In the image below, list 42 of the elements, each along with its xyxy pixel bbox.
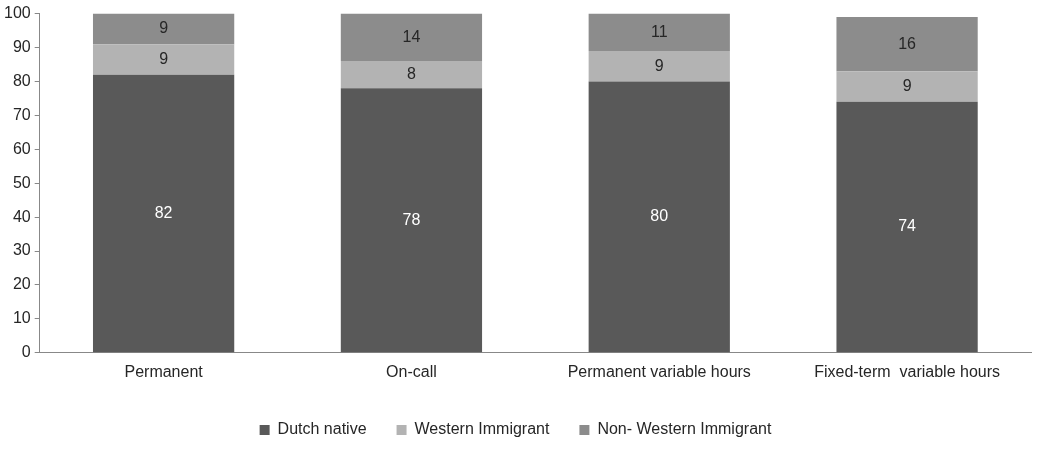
data-label: 9: [159, 19, 169, 37]
bar: [340, 88, 483, 353]
data-label: 82: [154, 203, 173, 221]
bar: [588, 13, 730, 51]
y-tick-label: 100: [3, 4, 31, 22]
y-tick-label: 50: [12, 173, 31, 191]
bar: [836, 71, 978, 102]
bar: [340, 13, 483, 62]
data-label: 16: [898, 34, 917, 52]
y-tick-label: 0: [21, 343, 31, 361]
bar: [92, 44, 235, 75]
y-tick-label: 90: [12, 37, 31, 55]
y-tick-label: 30: [12, 241, 31, 259]
bar: [588, 50, 730, 82]
legend-label: Western Immigrant: [414, 420, 550, 438]
x-tick-label: Permanent: [124, 362, 204, 380]
y-tick-label: 40: [12, 207, 31, 225]
y-tick-label: 10: [12, 309, 31, 327]
data-label: 14: [402, 27, 421, 45]
x-tick-label: Fixed-term variable hours: [814, 362, 1001, 380]
y-tick-label: 70: [12, 105, 31, 123]
bar: [92, 13, 235, 45]
data-label: 9: [902, 76, 912, 94]
y-tick-label: 20: [12, 275, 31, 293]
y-tick-label: 60: [12, 139, 31, 157]
data-label: 80: [650, 207, 669, 225]
bar: [340, 61, 483, 89]
data-label: 9: [159, 49, 169, 67]
bar: [836, 16, 978, 72]
data-label: 74: [898, 217, 917, 235]
x-tick-label: On-call: [386, 362, 437, 380]
data-label: 8: [406, 65, 416, 83]
legend-label: Non- Western Immigrant: [597, 420, 772, 438]
bar: [836, 101, 978, 353]
y-tick-label: 80: [12, 71, 31, 89]
bar: [588, 81, 730, 353]
data-label: 11: [650, 22, 668, 40]
x-tick-label: Permanent variable hours: [567, 362, 751, 380]
data-label: 9: [654, 56, 664, 74]
legend-label: Dutch native: [277, 420, 367, 438]
data-label: 78: [402, 210, 421, 228]
bar: [92, 74, 235, 353]
